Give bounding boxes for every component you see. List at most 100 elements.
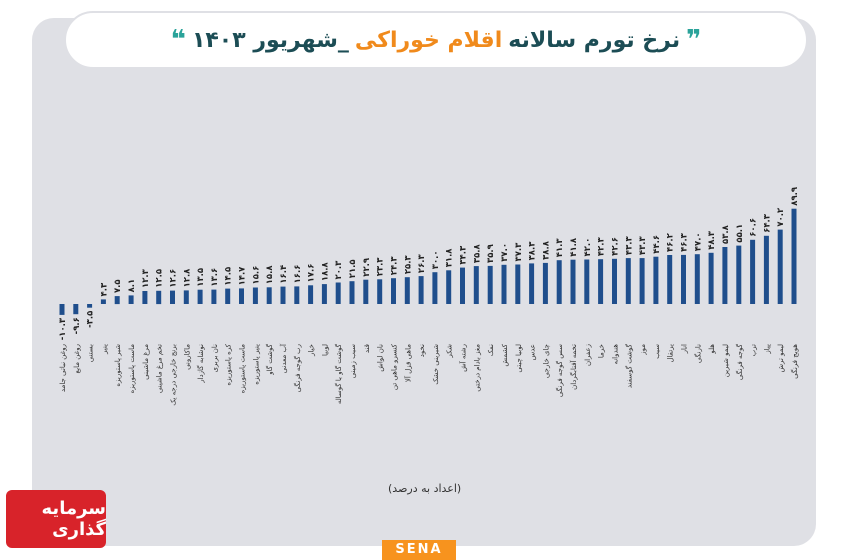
- category-label: مغز بادام درختی: [473, 344, 481, 392]
- value-label: ۶۴.۳: [762, 213, 772, 233]
- bar: [529, 263, 535, 304]
- category-label: ماست پاستوریزه: [128, 344, 136, 394]
- bar: [197, 289, 203, 304]
- value-label: ۳۵.۸: [472, 243, 482, 263]
- bar: [252, 287, 258, 304]
- category-label: هلو: [708, 344, 716, 355]
- value-label: ۲۵.۳: [403, 255, 413, 275]
- category-label: پرتقال: [667, 344, 675, 363]
- value-label: ۱۶.۶: [293, 265, 303, 284]
- value-label: -۹.۶: [72, 317, 82, 334]
- category-label: پنیر: [100, 344, 108, 355]
- value-label: ۶۰.۶: [749, 218, 759, 237]
- category-label: خیار: [308, 344, 316, 357]
- value-label: ۷.۵: [113, 279, 123, 293]
- bar: [708, 252, 714, 304]
- bar: [750, 239, 756, 304]
- value-label: ۵۵.۱: [735, 224, 745, 243]
- category-label: رشته آش: [459, 344, 468, 372]
- category-label: گوشت گوسفند: [624, 343, 633, 388]
- bar: [625, 258, 631, 304]
- bar: [114, 296, 120, 305]
- category-label: سیب زمینی: [349, 344, 357, 378]
- value-label: ۱۳.۶: [210, 268, 220, 287]
- value-label: ۳۰.۰: [431, 250, 441, 269]
- bar: [225, 288, 231, 304]
- value-label: ۲۶.۳: [417, 254, 427, 274]
- category-label: تخمه آفتابگردان: [569, 344, 578, 390]
- category-label: برنج خارجی درجه یک: [169, 344, 177, 406]
- category-label: لوبیا: [321, 344, 329, 356]
- bar: [515, 264, 521, 304]
- quote-open-icon: ❞: [686, 25, 702, 55]
- value-label: ۴۳.۳: [624, 235, 634, 255]
- category-label: پنیر پاستوریزه: [252, 344, 260, 385]
- bar: [777, 229, 783, 304]
- category-label: آب معدنی: [279, 343, 288, 373]
- category-label: تخم مرغ ماشینی: [156, 344, 164, 393]
- value-label: ۳۷.۰: [500, 243, 510, 262]
- value-label: -۱۰.۳: [58, 317, 68, 340]
- bar: [156, 290, 162, 305]
- category-label: نارنگی: [693, 344, 702, 363]
- value-label: ۱۲.۶: [168, 269, 178, 288]
- value-label: ۴۸.۳: [707, 230, 717, 250]
- bar: [570, 259, 576, 304]
- bar: [791, 208, 797, 304]
- bar: [446, 270, 452, 304]
- category-label: گوشت گاو یا گوساله: [334, 343, 343, 404]
- value-label: ۱۵.۶: [251, 266, 261, 285]
- value-label: ۴۷.۰: [693, 232, 703, 251]
- logo-text: سرمایه گذاری: [41, 498, 106, 540]
- value-label: ۱۵.۸: [265, 265, 275, 285]
- category-label: کره پاستوریزه: [225, 343, 233, 385]
- quote-close-icon: ❝: [170, 25, 186, 55]
- bar: [349, 281, 355, 304]
- category-label: نان بربری: [211, 344, 219, 373]
- bar: [294, 286, 300, 304]
- value-label: ۳۵.۹: [486, 243, 496, 263]
- category-label: سس گوجه فرنگی: [555, 344, 564, 397]
- chart-title-banner: ❞ نرخ تورم سالانه اقلام خوراکی _شهریور ۱…: [64, 11, 808, 69]
- category-label: روغن مایع: [73, 344, 81, 374]
- value-label: ۴.۳: [99, 282, 109, 296]
- category-label: روغن نباتی جامد: [59, 344, 67, 392]
- value-label: ۱۷.۶: [307, 264, 317, 283]
- category-label: زعفران: [584, 344, 592, 366]
- category-label: نان لواش: [377, 344, 385, 372]
- value-label: ۵۳.۸: [721, 224, 731, 244]
- bar: [363, 279, 369, 304]
- unit-note: (اعداد به درصد): [388, 482, 462, 495]
- bar: [266, 287, 272, 304]
- value-label: ۴۴.۶: [652, 235, 662, 254]
- category-label: نوشابه گازدار: [196, 344, 205, 384]
- bar: [100, 299, 106, 304]
- value-label: ۸.۱: [127, 279, 137, 293]
- value-label: ۲۲.۹: [362, 257, 372, 277]
- value-label: ۱۳.۵: [196, 268, 206, 287]
- category-label: موز: [639, 344, 647, 356]
- bar: [487, 265, 493, 304]
- bar: [239, 288, 244, 304]
- category-label: لیمو شیرین: [722, 344, 730, 377]
- category-label: هویج فرنگی: [790, 344, 799, 379]
- category-label: ماست پاستوریزه: [239, 344, 247, 394]
- bar: [722, 247, 728, 304]
- bar: [473, 266, 479, 304]
- value-label: ۷۰.۲: [776, 207, 786, 227]
- value-label: ۱۶.۴: [279, 265, 289, 284]
- bar: [639, 258, 645, 304]
- value-label: ۱۴.۷: [238, 266, 248, 286]
- bar: [142, 291, 148, 304]
- category-label: لوبیا چیتی: [515, 344, 523, 373]
- bar: [584, 259, 590, 304]
- category-label: نمک: [487, 344, 495, 356]
- value-label: ۴۶.۲: [666, 232, 676, 252]
- category-label: ماهی قزل آلا: [403, 344, 412, 382]
- category-label: ترب: [750, 344, 758, 356]
- bar: [183, 290, 189, 304]
- sena-badge: SENA: [382, 540, 456, 560]
- bar: [377, 279, 383, 304]
- brand-logo: سرمایه گذاری: [6, 490, 106, 548]
- value-label: ۱۲.۸: [182, 268, 192, 288]
